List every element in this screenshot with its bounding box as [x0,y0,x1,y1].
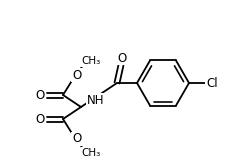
Text: O: O [117,51,126,65]
Text: O: O [35,113,44,125]
Text: CH₃: CH₃ [81,56,100,66]
Text: O: O [72,132,81,146]
Text: O: O [72,69,81,82]
Text: Cl: Cl [205,77,217,89]
Text: NH: NH [87,93,104,107]
Text: O: O [35,88,44,101]
Text: CH₃: CH₃ [81,148,100,158]
